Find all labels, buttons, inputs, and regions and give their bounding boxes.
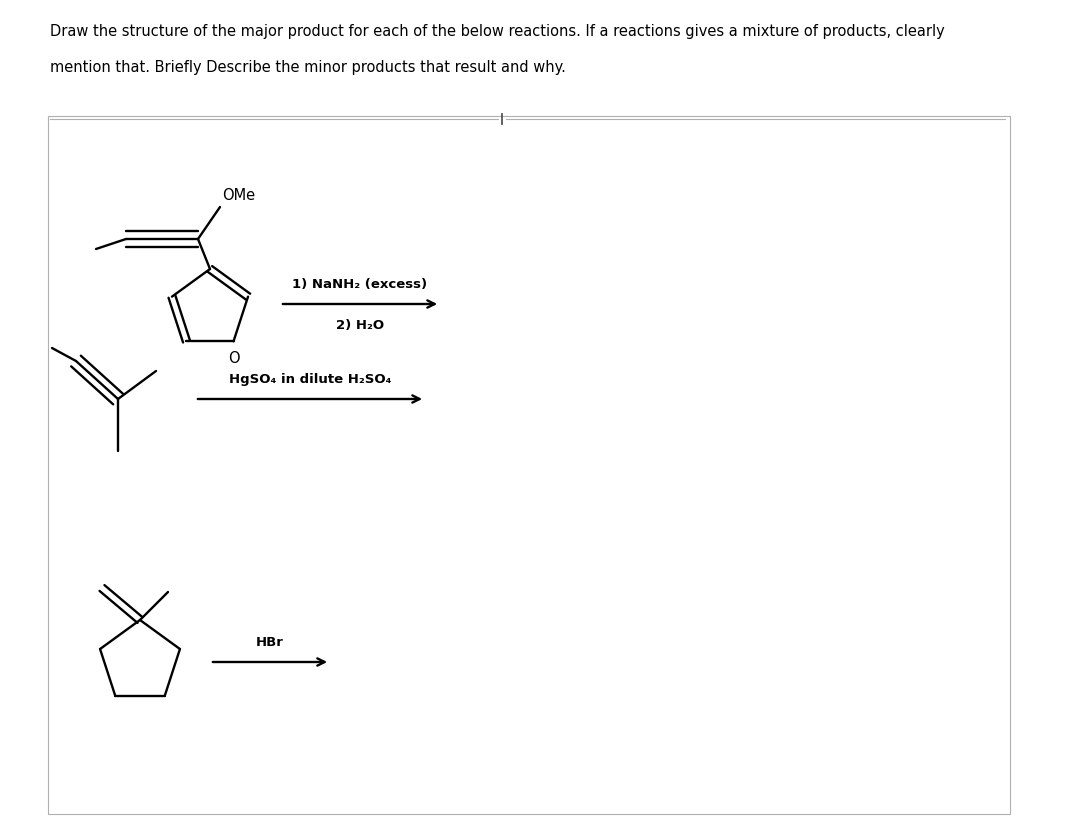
Bar [48, 116, 1010, 814]
Text: 1) NaNH₂ (excess): 1) NaNH₂ (excess) [293, 278, 428, 291]
Text: mention that. Briefly Describe the minor products that result and why.: mention that. Briefly Describe the minor… [50, 60, 566, 75]
Text: O: O [228, 351, 240, 366]
Text: OMe: OMe [222, 188, 255, 203]
Text: HBr: HBr [256, 636, 284, 649]
Text: Draw the structure of the major product for each of the below reactions. If a re: Draw the structure of the major product … [50, 24, 945, 39]
Text: 2) H₂O: 2) H₂O [336, 319, 384, 332]
Text: HgSO₄ in dilute H₂SO₄: HgSO₄ in dilute H₂SO₄ [229, 373, 391, 386]
